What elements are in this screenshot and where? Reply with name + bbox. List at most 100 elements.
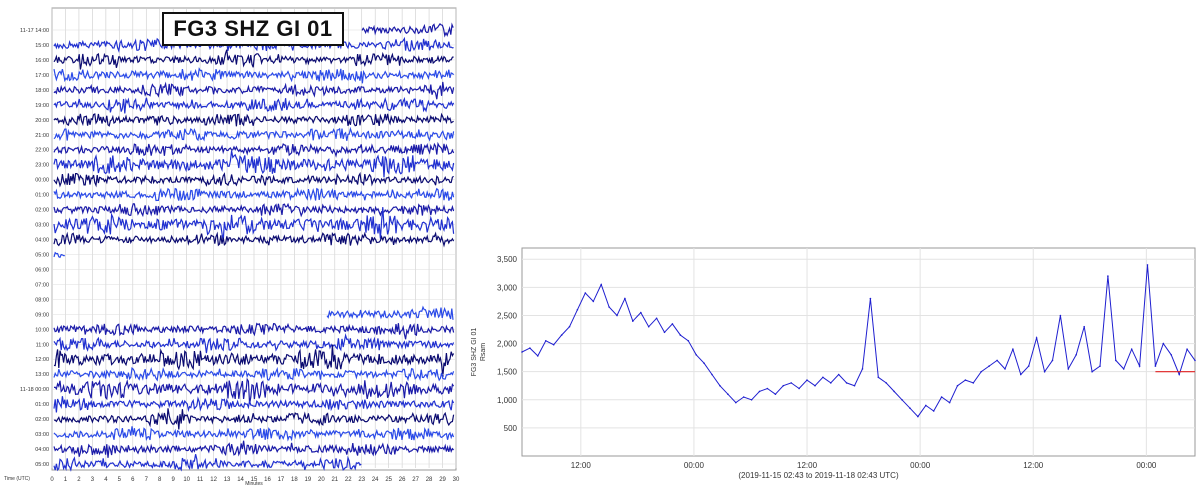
rsam-data-point: [806, 379, 808, 381]
rsam-data-point: [1004, 368, 1006, 370]
rsam-data-point: [948, 401, 951, 404]
rsam-data-point: [1012, 348, 1014, 350]
rsam-data-point: [568, 325, 571, 328]
helicorder-trace: [53, 396, 455, 413]
rsam-data-point: [537, 355, 539, 357]
rsam-data-point: [1051, 359, 1054, 362]
rsam-data-point: [758, 390, 761, 393]
rsam-data-point: [830, 382, 832, 384]
rsam-data-point: [814, 384, 816, 387]
helicorder-row-label: 22:00: [35, 148, 49, 154]
helicorder-x-tick: 6: [131, 477, 135, 483]
rsam-data-point: [1035, 337, 1038, 339]
rsam-data-point: [560, 334, 563, 336]
helicorder-trace: [53, 377, 455, 405]
rsam-data-point: [1115, 359, 1117, 362]
rsam-data-point: [1154, 365, 1157, 367]
rsam-y-tick-label: 2,000: [497, 340, 518, 349]
helicorder-row-label: 04:00: [35, 238, 49, 244]
rsam-data-point: [782, 384, 785, 387]
rsam-y-tick-label: 1,500: [497, 368, 518, 377]
helicorder-row-label: 23:00: [35, 163, 49, 169]
helicorder-trace: [53, 408, 455, 430]
rsam-data-point: [766, 387, 769, 390]
rsam-y-tick-label: 3,000: [497, 283, 518, 292]
helicorder-trace: [53, 126, 455, 142]
helicorder-x-tick: 30: [453, 477, 460, 483]
helicorder-row-label: 05:00: [35, 252, 49, 258]
helicorder-x-tick: 29: [439, 477, 446, 483]
helicorder-trace: [53, 141, 455, 158]
helicorder-row-label: 09:00: [35, 312, 49, 318]
rsam-data-point: [1138, 365, 1141, 367]
rsam-data-point: [1099, 365, 1101, 367]
helicorder-x-tick: 9: [172, 477, 176, 483]
rsam-data-point: [861, 368, 864, 370]
rsam-data-point: [853, 384, 856, 387]
rsam-data-point: [576, 309, 579, 311]
helicorder-row-label: 02:00: [35, 417, 49, 423]
rsam-data-point: [932, 410, 935, 412]
helicorder-x-tick: 23: [358, 477, 365, 483]
rsam-data-point: [1130, 348, 1133, 350]
rsam-data-point: [742, 396, 745, 398]
rsam-data-point: [1083, 325, 1085, 328]
rsam-plot-area: [521, 247, 1196, 457]
helicorder-row-label: 03:00: [35, 432, 49, 438]
rsam-data-point: [521, 351, 523, 353]
rsam-data-point: [790, 382, 792, 384]
rsam-data-point: [679, 334, 682, 336]
helicorder-row-label: 17:00: [35, 73, 49, 79]
helicorder-row-label: 21:00: [35, 133, 49, 139]
helicorder-x-tick: 1: [64, 477, 68, 483]
rsam-data-point: [980, 370, 982, 373]
rsam-data-point: [1043, 370, 1046, 373]
rsam-data-point: [956, 384, 959, 387]
rsam-data-point: [695, 354, 697, 356]
rsam-data-point: [655, 317, 658, 320]
rsam-y-tick-label: 3,500: [497, 255, 518, 264]
helicorder-row-label: 08:00: [35, 297, 49, 303]
helicorder-row-label: 20:00: [35, 118, 49, 124]
rsam-data-point: [1091, 370, 1093, 373]
helicorder-x-tick: 15: [251, 477, 258, 483]
helicorder-trace: [53, 207, 455, 242]
helicorder-x-tick: 2: [77, 477, 81, 483]
helicorder-x-unit: Minutes: [245, 481, 263, 485]
helicorder-x-tick: 11: [197, 477, 204, 483]
helicorder-row-label: 05:00: [35, 462, 49, 468]
helicorder-trace: [53, 322, 455, 340]
helicorder-x-tick: 3: [91, 477, 95, 483]
helicorder-row-label: 03:00: [35, 223, 49, 229]
rsam-series-line: [521, 264, 1196, 418]
rsam-data-point: [996, 359, 998, 362]
rsam-data-point: [964, 379, 967, 381]
rsam-data-point: [1186, 348, 1188, 350]
rsam-data-point: [647, 325, 650, 328]
rsam-data-point: [735, 401, 737, 404]
rsam-data-point: [552, 343, 555, 346]
helicorder-trace: [326, 305, 454, 320]
helicorder-trace: [53, 251, 65, 259]
rsam-data-point: [909, 407, 911, 409]
rsam-data-point: [663, 331, 666, 334]
helicorder-row-label: 11-18 00:00: [20, 387, 49, 393]
rsam-data-point: [529, 347, 531, 349]
helicorder-trace: [53, 344, 455, 378]
rsam-data-point: [608, 306, 610, 308]
rsam-data-point: [1178, 373, 1180, 376]
rsam-data-point: [869, 297, 872, 300]
rsam-data-point: [837, 373, 840, 376]
rsam-data-point: [1027, 365, 1030, 367]
helicorder-row-label: 10:00: [35, 327, 49, 333]
rsam-data-point: [901, 399, 903, 401]
helicorder-trace: [53, 333, 455, 354]
rsam-y-tick-label: 2,500: [497, 311, 518, 320]
helicorder-row-label: 02:00: [35, 208, 49, 214]
helicorder-row-label: 01:00: [35, 402, 49, 408]
rsam-data-point: [592, 300, 595, 303]
rsam-data-point: [798, 387, 800, 390]
rsam-data-point: [640, 311, 642, 314]
rsam-data-point: [1170, 354, 1172, 356]
helicorder-x-tick: 16: [264, 477, 271, 483]
